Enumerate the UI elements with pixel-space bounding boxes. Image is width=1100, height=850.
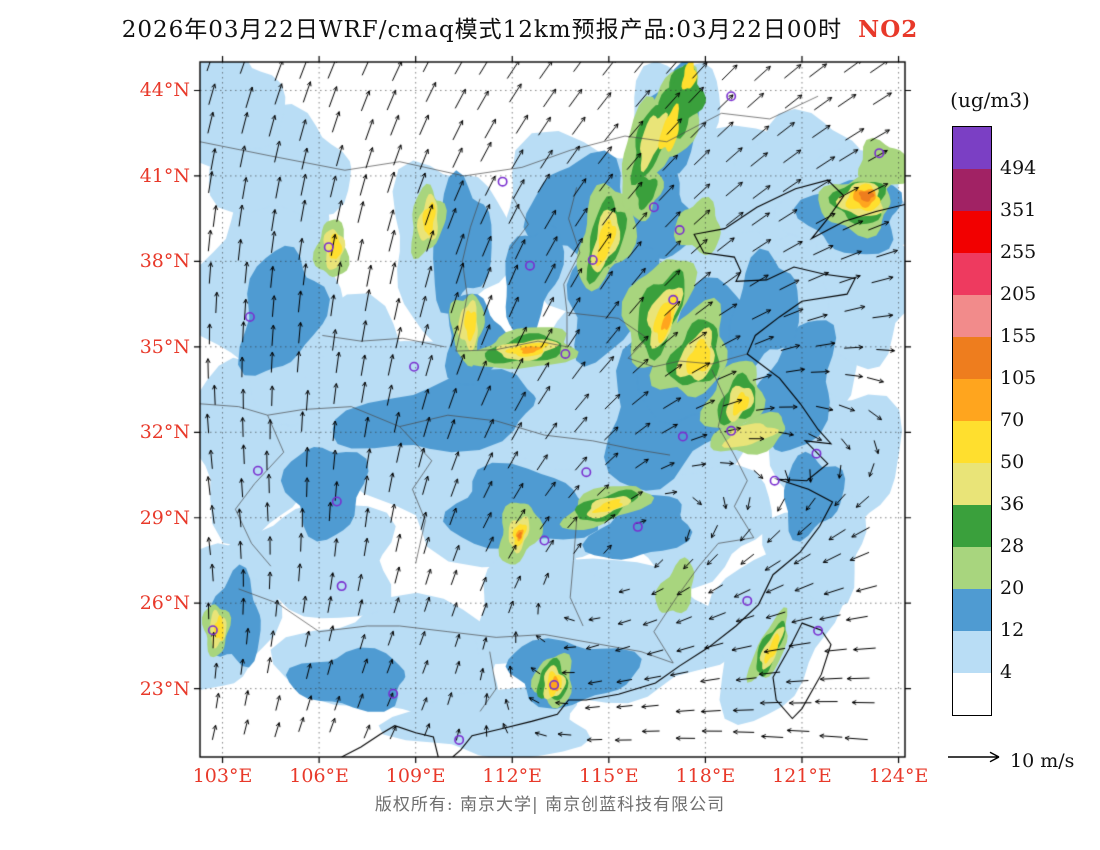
lat-axis-label: 41°N <box>139 164 190 187</box>
lon-axis-label: 109°E <box>385 765 446 787</box>
legend-level-label: 70 <box>1000 409 1025 431</box>
legend-level-label: 36 <box>1000 493 1025 515</box>
lat-axis-label: 44°N <box>139 79 190 102</box>
legend-units-label: (ug/m3) <box>950 88 1030 112</box>
legend-level-label: 255 <box>1000 241 1037 263</box>
lon-axis-label: 115°E <box>579 765 639 787</box>
lon-axis-label: 112°E <box>482 765 543 787</box>
legend-level-label: 155 <box>1000 325 1037 347</box>
legend-level-label: 351 <box>1000 199 1037 221</box>
lon-axis-label: 124°E <box>868 765 929 787</box>
wind-scale: 10 m/s <box>946 742 1074 772</box>
copyright-footer: 版权所有: 南京大学| 南京创蓝科技有限公司 <box>374 795 726 815</box>
legend-color-swatch <box>953 547 991 589</box>
legend-level-label: 494 <box>1000 157 1037 179</box>
legend-color-swatch <box>953 589 991 631</box>
legend-color-swatch <box>953 463 991 505</box>
legend-level-label: 20 <box>1000 577 1025 599</box>
lon-axis-label: 106°E <box>289 765 349 787</box>
lat-axis-label: 38°N <box>139 250 190 273</box>
legend-color-swatch <box>953 505 991 547</box>
legend-colorbar <box>952 126 992 716</box>
legend-level-label: 12 <box>1000 619 1025 641</box>
legend-color-swatch <box>953 127 991 169</box>
legend-level-label: 205 <box>1000 283 1037 305</box>
lat-axis-label: 26°N <box>139 592 190 615</box>
legend-level-label: 105 <box>1000 367 1037 389</box>
legend-color-swatch <box>953 295 991 337</box>
legend-level-label: 28 <box>1000 535 1025 557</box>
lon-axis-label: 121°E <box>772 765 832 787</box>
lon-axis-label: 118°E <box>675 765 736 787</box>
lat-axis-label: 29°N <box>139 506 190 529</box>
legend-color-swatch <box>953 421 991 463</box>
chart-title: 2026年03月22日WRF/cmaq模式12km预报产品:03月22日00时 N… <box>0 10 1040 44</box>
lat-axis-label: 23°N <box>139 677 190 700</box>
wind-scale-label: 10 m/s <box>1010 750 1075 772</box>
lat-axis-label: 32°N <box>139 421 190 444</box>
legend-color-swatch <box>953 337 991 379</box>
forecast-map-canvas <box>170 50 930 780</box>
legend-color-swatch <box>953 169 991 211</box>
legend-color-swatch <box>953 253 991 295</box>
legend-color-swatch <box>953 379 991 421</box>
lon-axis-label: 103°E <box>192 765 253 787</box>
legend-level-label: 4 <box>1000 661 1013 683</box>
wind-scale-arrow-icon <box>948 751 1000 763</box>
chart-title-main: 2026年03月22日WRF/cmaq模式12km预报产品:03月22日00时 <box>121 17 843 43</box>
legend-level-label: 50 <box>1000 451 1025 473</box>
lat-axis-label: 35°N <box>139 335 190 358</box>
legend-color-swatch <box>953 631 991 673</box>
pollutant-label: NO2 <box>858 16 919 43</box>
legend-color-swatch <box>953 211 991 253</box>
legend-color-swatch <box>953 673 991 715</box>
